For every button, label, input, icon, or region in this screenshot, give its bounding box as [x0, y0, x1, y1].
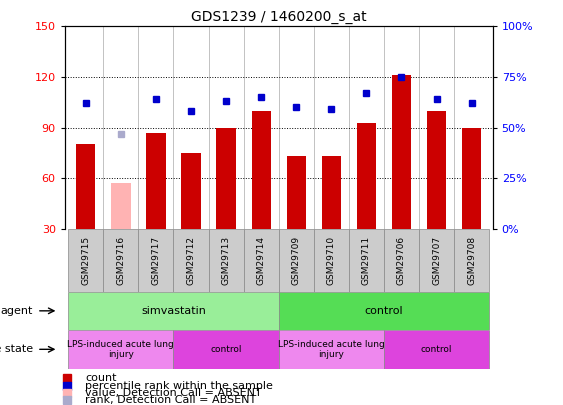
- Text: LPS-induced acute lung
injury: LPS-induced acute lung injury: [68, 340, 174, 359]
- Text: GSM29715: GSM29715: [81, 236, 90, 285]
- Text: control: control: [421, 345, 452, 354]
- Text: disease state: disease state: [0, 344, 33, 354]
- Text: control: control: [365, 306, 403, 316]
- Title: GDS1239 / 1460200_s_at: GDS1239 / 1460200_s_at: [191, 10, 367, 24]
- Bar: [357, 122, 376, 229]
- Bar: [104, 229, 138, 292]
- Bar: [252, 111, 271, 229]
- Bar: [419, 229, 454, 292]
- Bar: [68, 292, 279, 330]
- Text: value, Detection Call = ABSENT: value, Detection Call = ABSENT: [85, 388, 262, 398]
- Bar: [314, 229, 349, 292]
- Text: GSM29711: GSM29711: [362, 236, 371, 285]
- Text: simvastatin: simvastatin: [141, 306, 206, 316]
- Text: LPS-induced acute lung
injury: LPS-induced acute lung injury: [278, 340, 385, 359]
- Text: agent: agent: [0, 306, 33, 316]
- Bar: [427, 111, 446, 229]
- Bar: [173, 229, 208, 292]
- Bar: [462, 128, 481, 229]
- Text: GSM29712: GSM29712: [186, 236, 195, 285]
- Text: GSM29716: GSM29716: [117, 236, 126, 285]
- Bar: [321, 156, 341, 229]
- Bar: [68, 330, 173, 369]
- Bar: [146, 133, 166, 229]
- Text: GSM29710: GSM29710: [327, 236, 336, 285]
- Text: GSM29714: GSM29714: [257, 236, 266, 285]
- Text: GSM29707: GSM29707: [432, 236, 441, 285]
- Bar: [208, 229, 244, 292]
- Text: GSM29708: GSM29708: [467, 236, 476, 285]
- Bar: [68, 229, 104, 292]
- Bar: [392, 75, 411, 229]
- Text: GSM29706: GSM29706: [397, 236, 406, 285]
- Bar: [349, 229, 384, 292]
- Bar: [216, 128, 236, 229]
- Bar: [111, 183, 131, 229]
- Bar: [454, 229, 489, 292]
- Bar: [287, 156, 306, 229]
- Text: GSM29709: GSM29709: [292, 236, 301, 285]
- Text: GSM29713: GSM29713: [222, 236, 231, 285]
- Bar: [181, 153, 200, 229]
- Bar: [279, 330, 384, 369]
- Bar: [384, 330, 489, 369]
- Bar: [279, 292, 489, 330]
- Bar: [173, 330, 279, 369]
- Text: rank, Detection Call = ABSENT: rank, Detection Call = ABSENT: [85, 395, 256, 405]
- Bar: [279, 229, 314, 292]
- Bar: [384, 229, 419, 292]
- Bar: [138, 229, 173, 292]
- Text: control: control: [211, 345, 242, 354]
- Bar: [244, 229, 279, 292]
- Bar: [76, 145, 96, 229]
- Text: percentile rank within the sample: percentile rank within the sample: [85, 381, 273, 390]
- Text: count: count: [85, 373, 117, 384]
- Text: GSM29717: GSM29717: [151, 236, 160, 285]
